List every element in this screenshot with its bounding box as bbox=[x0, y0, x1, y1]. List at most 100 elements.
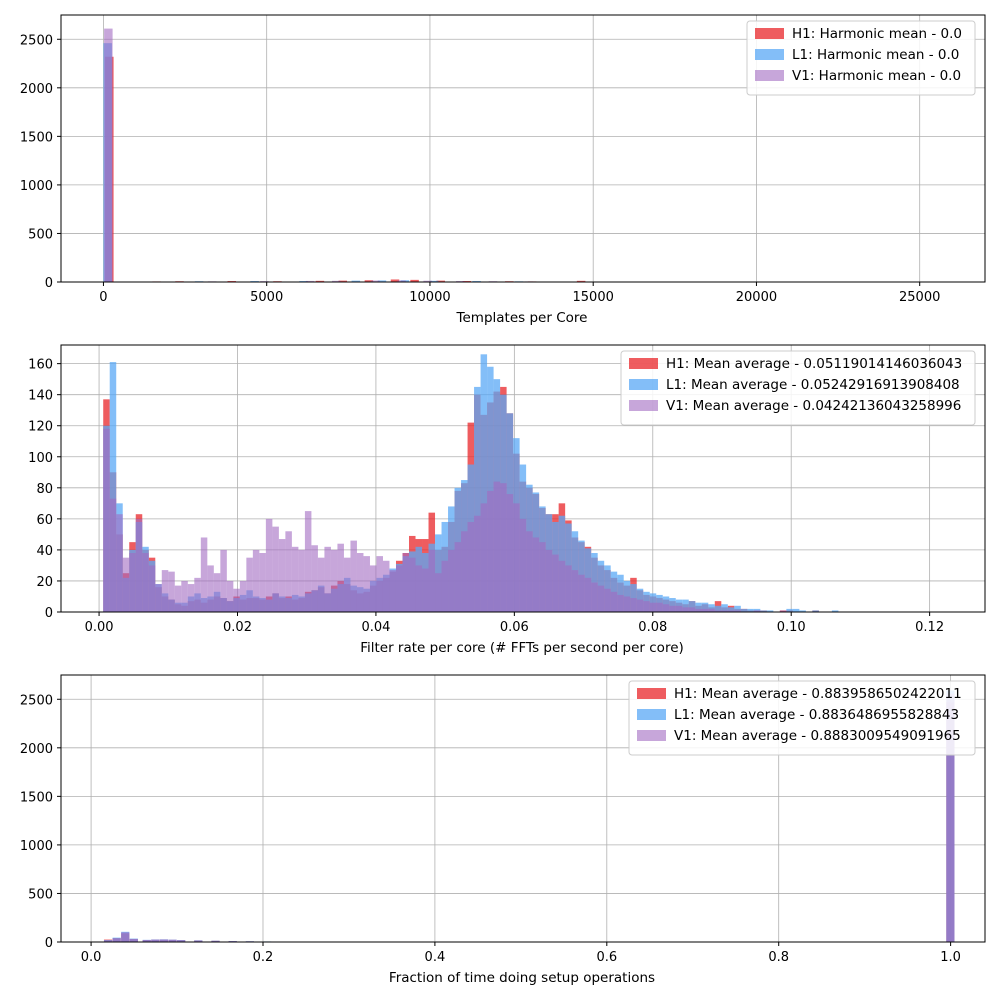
x-tick-label: 0 bbox=[99, 290, 107, 305]
histogram-bar-v1 bbox=[104, 28, 113, 282]
histogram-bar-v1 bbox=[174, 585, 182, 612]
histogram-bar-v1 bbox=[395, 565, 403, 612]
histogram-bar-v1 bbox=[129, 938, 138, 942]
histogram-bar-v1 bbox=[142, 553, 149, 612]
legend-swatch-l1 bbox=[629, 379, 658, 390]
histogram-bar-v1 bbox=[311, 545, 318, 612]
histogram-bar-v1 bbox=[493, 481, 501, 612]
x-tick-label: 0.6 bbox=[596, 950, 617, 965]
y-tick-label: 2500 bbox=[20, 33, 53, 48]
histogram-bars bbox=[103, 690, 955, 942]
histogram-bar-v1 bbox=[194, 577, 201, 612]
xlabel-filter-rate: Filter rate per core (# FFTs per second … bbox=[360, 640, 684, 656]
y-tick-label: 0 bbox=[45, 606, 53, 621]
histogram-bar-v1 bbox=[148, 565, 156, 612]
histogram-bar-l1 bbox=[747, 608, 754, 612]
legend-label-l1: L1: Harmonic mean - 0.0 bbox=[792, 47, 959, 63]
histogram-bar-v1 bbox=[415, 565, 423, 612]
x-tick-label: 0.0 bbox=[81, 950, 102, 965]
legend-swatch-l1 bbox=[637, 709, 666, 720]
histogram-bar-v1 bbox=[317, 557, 325, 612]
x-tick-label: 5000 bbox=[250, 290, 283, 305]
histogram-bar-v1 bbox=[142, 939, 151, 942]
histogram-bar-v1 bbox=[532, 537, 540, 612]
histogram-bar-l1 bbox=[701, 602, 709, 612]
y-tick-label: 100 bbox=[28, 451, 53, 466]
histogram-bar-h1 bbox=[576, 280, 586, 282]
histogram-bar-v1 bbox=[121, 932, 130, 942]
xlabel-templates: Templates per Core bbox=[456, 310, 588, 326]
legend-label-v1: V1: Mean average - 0.04242136043258996 bbox=[666, 398, 961, 414]
histogram-bar-v1 bbox=[636, 599, 644, 612]
histogram-bar-h1 bbox=[410, 279, 419, 282]
histogram-bar-l1 bbox=[721, 604, 728, 612]
histogram-bar-v1 bbox=[135, 518, 143, 612]
x-tick-label: 15000 bbox=[573, 290, 614, 305]
histogram-bar-v1 bbox=[337, 543, 344, 612]
histogram-bar-v1 bbox=[461, 531, 468, 612]
plot-frame bbox=[60, 674, 986, 943]
chart-panel-templates: Templates per Core 0 5000 10000 15000 20000 2… bbox=[20, 14, 986, 326]
histogram-bar-h1 bbox=[338, 280, 348, 282]
y-tick-label: 40 bbox=[36, 544, 53, 559]
histogram-bar-v1 bbox=[151, 939, 160, 942]
histogram-bar-l1 bbox=[429, 280, 439, 282]
legend-box bbox=[746, 20, 976, 96]
histogram-bar-v1 bbox=[448, 549, 455, 612]
histogram-bar-v1 bbox=[369, 565, 377, 612]
legend: H1: Mean average - 0.05119014146036043 L1… bbox=[620, 350, 976, 426]
y-tick-label: 2000 bbox=[20, 82, 53, 97]
histogram-bar-v1 bbox=[211, 940, 220, 942]
histogram-bar-v1 bbox=[389, 570, 396, 612]
histogram-bar-v1 bbox=[578, 574, 585, 612]
y-tick-label: 60 bbox=[36, 513, 53, 528]
plot-frame bbox=[60, 14, 986, 283]
legend-label-h1: H1: Mean average - 0.8839586502422011 bbox=[674, 686, 962, 702]
histogram-bar-v1 bbox=[506, 494, 514, 612]
axis-ticks: 0.0 0.2 0.4 0.6 0.8 1.0 0 500 1000 1500 2000 2500 bbox=[20, 693, 961, 965]
histogram-bar-v1 bbox=[305, 280, 315, 282]
histogram-bar-v1 bbox=[331, 280, 341, 282]
y-tick-label: 120 bbox=[28, 420, 53, 435]
histogram-bar-v1 bbox=[350, 540, 357, 612]
histogram-bar-v1 bbox=[409, 557, 416, 612]
histogram-bar-v1 bbox=[675, 605, 683, 612]
x-tick-label: 25000 bbox=[899, 290, 940, 305]
histogram-bar-l1 bbox=[351, 280, 361, 282]
histogram-bar-l1 bbox=[786, 608, 793, 612]
legend-label-h1: H1: Mean average - 0.05119014146036043 bbox=[666, 356, 962, 372]
histogram-bar-v1 bbox=[649, 602, 657, 612]
histogram-bar-v1 bbox=[526, 531, 533, 612]
histogram-bar-v1 bbox=[422, 568, 429, 612]
legend-label-v1: V1: Harmonic mean - 0.0 bbox=[792, 68, 961, 84]
histogram-bar-v1 bbox=[721, 610, 728, 612]
histogram-bar-v1 bbox=[539, 542, 546, 612]
histogram-bar-v1 bbox=[682, 607, 689, 612]
histogram-bar-v1 bbox=[304, 511, 312, 612]
histogram-bar-v1 bbox=[714, 610, 722, 612]
histogram-bar-l1 bbox=[695, 602, 702, 612]
histogram-bar-l1 bbox=[753, 608, 761, 612]
histogram-bar-h1 bbox=[315, 280, 325, 282]
histogram-bar-v1 bbox=[441, 560, 449, 612]
y-tick-label: 20 bbox=[36, 575, 53, 590]
histogram-bar-v1 bbox=[584, 577, 592, 612]
histogram-bar-v1 bbox=[200, 537, 208, 612]
histogram-bar-v1 bbox=[695, 608, 702, 612]
histogram-bar-v1 bbox=[519, 518, 527, 612]
legend-swatch-h1 bbox=[629, 358, 658, 369]
histogram-bar-h1 bbox=[436, 280, 445, 282]
histogram-bar-v1 bbox=[610, 591, 618, 612]
histogram-bar-v1 bbox=[129, 553, 136, 612]
histogram-bar-v1 bbox=[423, 280, 432, 282]
histogram-bar-v1 bbox=[159, 939, 169, 942]
x-tick-label: 0.2 bbox=[253, 950, 274, 965]
y-tick-label: 80 bbox=[36, 482, 53, 497]
legend-swatch-v1 bbox=[755, 70, 784, 81]
histogram-bar-v1 bbox=[246, 557, 253, 612]
x-tick-label: 0.12 bbox=[915, 620, 944, 635]
histogram-bar-v1 bbox=[753, 610, 761, 612]
chart-panel-setup-fraction: Fraction of time doing setup operations … bbox=[20, 674, 986, 986]
histogram-bar-v1 bbox=[435, 573, 442, 612]
y-tick-label: 1500 bbox=[20, 790, 53, 805]
